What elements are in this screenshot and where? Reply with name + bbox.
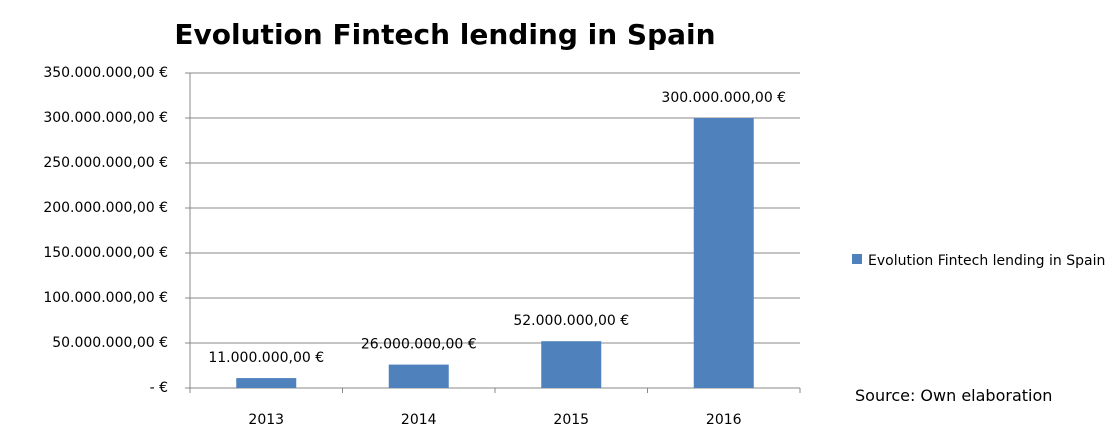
legend-label: Evolution Fintech lending in Spain [868,253,1106,269]
bar [236,378,297,388]
y-tick-label: 100.000.000,00 € [43,290,168,306]
value-label: 52.000.000,00 € [513,313,629,329]
y-tick-label: 250.000.000,00 € [43,155,168,171]
y-tick-label: 200.000.000,00 € [43,200,168,216]
x-tick-label: 2014 [401,412,437,428]
bar [693,118,754,388]
y-tick-label: 350.000.000,00 € [43,65,168,81]
legend-swatch [852,254,862,264]
bar [388,364,449,388]
y-tick-label: 50.000.000,00 € [52,335,168,351]
x-tick-label: 2013 [248,412,284,428]
value-label: 300.000.000,00 € [661,90,786,106]
x-tick-label: 2016 [706,412,742,428]
y-tick-label: 300.000.000,00 € [43,110,168,126]
value-label: 11.000.000,00 € [208,350,324,366]
bar [541,341,602,388]
value-label: 26.000.000,00 € [361,337,477,353]
legend: Evolution Fintech lending in Spain [852,250,1112,272]
y-tick-label: - € [150,380,168,396]
source-note: Source: Own elaboration [855,386,1053,405]
x-tick-label: 2015 [553,412,589,428]
chart-title: Evolution Fintech lending in Spain [174,18,715,51]
y-tick-label: 150.000.000,00 € [43,245,168,261]
